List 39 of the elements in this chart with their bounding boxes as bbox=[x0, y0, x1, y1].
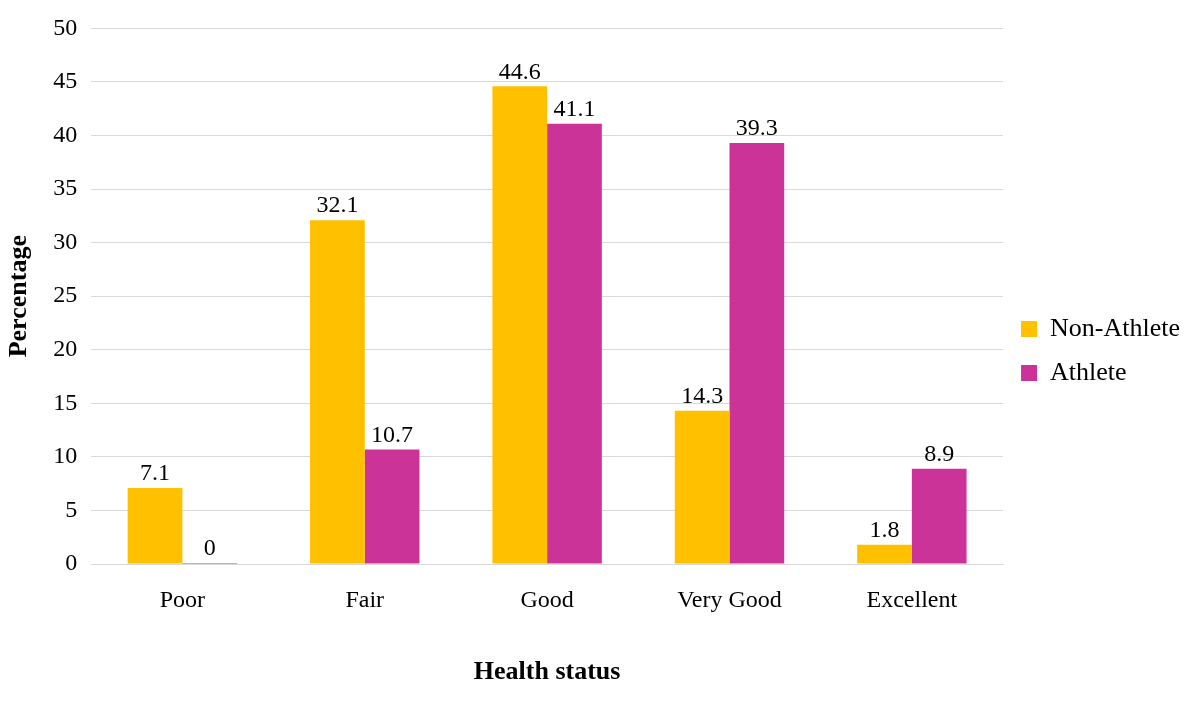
x-tick-label: Good bbox=[520, 585, 574, 612]
data-label: 1.8 bbox=[869, 516, 900, 543]
y-tick-label: 25 bbox=[53, 281, 78, 308]
y-tick-label: 0 bbox=[65, 549, 78, 576]
y-axis-title: Percentage bbox=[3, 235, 33, 358]
data-label: 10.7 bbox=[371, 420, 414, 447]
legend-label: Athlete bbox=[1050, 356, 1127, 386]
bar bbox=[492, 86, 548, 564]
x-axis-title: Health status bbox=[473, 656, 621, 686]
data-label: 14.3 bbox=[681, 382, 724, 409]
bar bbox=[729, 143, 785, 564]
bar bbox=[911, 468, 967, 564]
y-tick-label: 40 bbox=[53, 120, 78, 147]
x-tick-label: Poor bbox=[159, 585, 206, 612]
bar bbox=[310, 220, 365, 564]
bar bbox=[857, 544, 912, 564]
data-label: 0 bbox=[203, 534, 216, 561]
x-tick-label: Fair bbox=[345, 585, 385, 612]
y-tick-label: 50 bbox=[53, 13, 78, 40]
data-label: 32.1 bbox=[316, 191, 359, 218]
y-tick-label: 35 bbox=[53, 174, 78, 201]
bar bbox=[364, 449, 420, 564]
bar bbox=[674, 410, 730, 564]
y-tick-label: 5 bbox=[65, 495, 78, 522]
data-label: 41.1 bbox=[553, 95, 596, 122]
data-label: 8.9 bbox=[924, 439, 955, 466]
bar bbox=[547, 123, 602, 564]
legend-label: Non-Athlete bbox=[1050, 312, 1181, 342]
data-label: 7.1 bbox=[140, 459, 171, 486]
y-tick-label: 15 bbox=[53, 388, 78, 415]
y-tick-label: 20 bbox=[53, 335, 78, 362]
y-tick-label: 45 bbox=[53, 67, 78, 94]
bar bbox=[127, 487, 183, 564]
x-tick-label: Very Good bbox=[677, 585, 782, 612]
y-tick-label: 10 bbox=[53, 442, 78, 469]
y-tick-label: 30 bbox=[53, 227, 78, 254]
x-tick-label: Excellent bbox=[866, 585, 958, 612]
data-label: 39.3 bbox=[735, 114, 778, 141]
data-label: 44.6 bbox=[498, 57, 541, 84]
